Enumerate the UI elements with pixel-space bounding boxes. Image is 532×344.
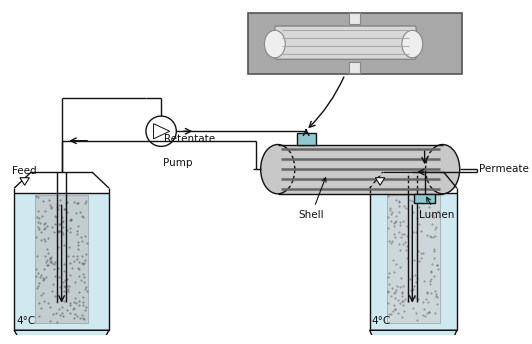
Polygon shape (20, 178, 29, 185)
FancyBboxPatch shape (349, 13, 360, 24)
FancyBboxPatch shape (35, 195, 88, 323)
Ellipse shape (264, 30, 285, 58)
Text: 4°C: 4°C (371, 316, 391, 326)
Text: Retentate: Retentate (164, 133, 215, 143)
Text: 4°C: 4°C (16, 316, 35, 326)
Circle shape (146, 116, 176, 147)
Ellipse shape (261, 144, 295, 194)
Polygon shape (376, 178, 385, 185)
FancyBboxPatch shape (387, 195, 440, 323)
Polygon shape (154, 123, 170, 139)
Text: Feed: Feed (12, 166, 37, 176)
Polygon shape (370, 330, 457, 344)
FancyBboxPatch shape (414, 194, 435, 203)
Text: Pump: Pump (163, 158, 193, 168)
FancyBboxPatch shape (278, 144, 443, 194)
FancyBboxPatch shape (349, 62, 360, 73)
FancyBboxPatch shape (297, 133, 315, 144)
Text: Lumen: Lumen (419, 197, 454, 220)
Text: Shell: Shell (298, 178, 326, 220)
FancyBboxPatch shape (14, 193, 109, 330)
FancyBboxPatch shape (248, 13, 462, 74)
FancyBboxPatch shape (275, 26, 416, 59)
Ellipse shape (426, 144, 460, 194)
FancyBboxPatch shape (370, 193, 457, 330)
Ellipse shape (402, 30, 423, 58)
Polygon shape (14, 330, 109, 344)
Text: Permeate: Permeate (479, 164, 528, 174)
